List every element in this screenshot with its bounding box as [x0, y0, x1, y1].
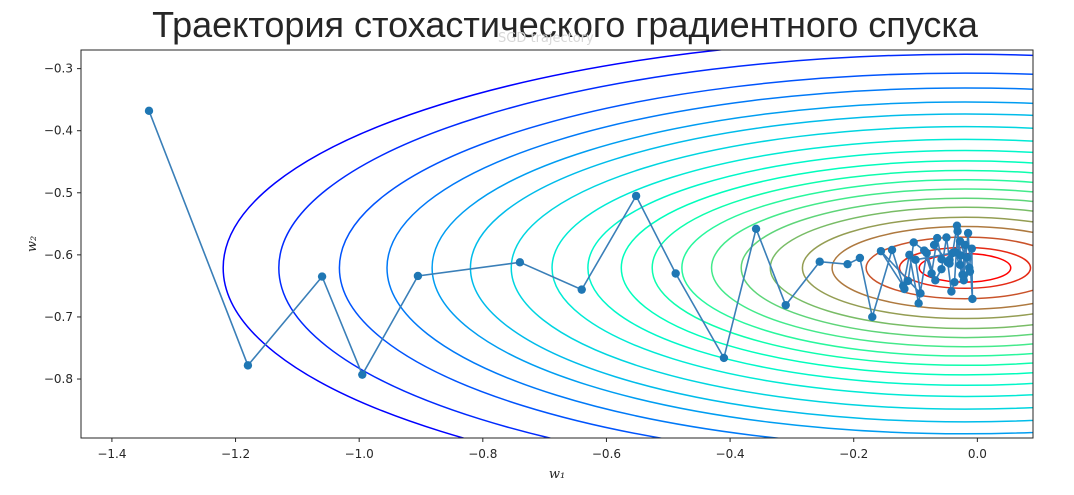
trajectory-point [929, 240, 939, 250]
plot-frame [80, 49, 1034, 439]
y-tick-label: −0.3 [44, 62, 73, 76]
trajectory-point [905, 250, 914, 260]
x-tick-label: −1.0 [345, 447, 374, 461]
x-tick-label: −1.4 [97, 447, 126, 461]
trajectory-point [965, 267, 975, 276]
trajectory-point [911, 255, 920, 265]
trajectory-point [945, 259, 954, 268]
trajectory-point [358, 370, 367, 379]
contour-line [710, 188, 1033, 348]
y-tick-label: −0.8 [44, 372, 73, 386]
trajectory-point [955, 237, 965, 246]
trajectory-point [671, 269, 680, 278]
slide-title: Траектория стохастического градиентного … [152, 4, 978, 45]
contour-line [769, 206, 1033, 330]
x-tick-label: −0.8 [468, 447, 497, 461]
trajectory-point [898, 281, 908, 291]
trajectory-point [951, 248, 960, 257]
trajectory-point [927, 269, 936, 278]
loss-contours [222, 50, 1033, 438]
contour-line [740, 197, 1033, 339]
contour-line [831, 225, 1033, 311]
trajectory-point [887, 245, 897, 255]
x-tick-label: −1.2 [221, 447, 250, 461]
trajectory-point [909, 238, 918, 247]
trajectory-point [577, 285, 586, 294]
contour-line [278, 53, 1033, 438]
trajectory-point [631, 191, 641, 201]
sgd-trajectory [144, 106, 977, 379]
contour-line [431, 101, 1033, 435]
trajectory-point [955, 260, 965, 269]
trajectory-point [843, 259, 852, 269]
x-tick-label: −0.2 [839, 447, 868, 461]
y-tick-label: −0.7 [44, 310, 73, 324]
trajectory-point [876, 246, 886, 256]
contour-line [651, 169, 1033, 367]
trajectory-point [968, 294, 977, 304]
trajectory-point [781, 300, 790, 310]
trajectory-point [914, 299, 923, 308]
trajectory-point [937, 255, 946, 264]
x-axis-label: w₁ [549, 467, 565, 482]
trajectory-point [751, 224, 761, 233]
trajectory-point [942, 233, 951, 242]
trajectory-point [962, 253, 972, 262]
trajectory-point [947, 287, 956, 296]
trajectory-point [413, 271, 423, 281]
contour-line [222, 50, 727, 438]
trajectory-point [317, 272, 327, 281]
x-tick-label: −0.4 [716, 447, 745, 461]
trajectory-point [932, 233, 942, 243]
trajectory-point [243, 361, 253, 370]
y-tick-label: −0.4 [44, 124, 73, 138]
chart-title: SGD trajectory [498, 31, 594, 46]
trajectory-point [815, 257, 824, 266]
trajectory-point [967, 244, 976, 253]
trajectory-point [963, 228, 973, 238]
y-axis-label: w₂ [25, 236, 40, 252]
contour-line [681, 179, 1033, 357]
trajectory-point [959, 276, 968, 285]
trajectory-point [144, 106, 154, 116]
trajectory-point [719, 353, 729, 363]
trajectory-point [952, 221, 962, 230]
contour-line [801, 216, 1033, 320]
trajectory-point [515, 258, 525, 267]
y-axis-ticks: −0.3 −0.4 −0.5 −0.6 −0.7 −0.8 [44, 62, 81, 386]
contour-line [469, 113, 1033, 423]
trajectory-point [931, 276, 940, 285]
contour-line [865, 236, 1033, 300]
y-tick-label: −0.5 [44, 186, 73, 200]
trajectory-point [950, 277, 959, 287]
contour-line [510, 125, 1033, 410]
x-axis-ticks: −1.4 −1.2 −1.0 −0.8 −0.6 −0.4 −0.2 0.0 [97, 438, 987, 461]
contour-line [386, 87, 1033, 438]
x-tick-label: −0.6 [592, 447, 621, 461]
trajectory-point [937, 264, 946, 274]
y-tick-label: −0.6 [44, 248, 73, 262]
contour-line [587, 149, 1033, 387]
contour-line [551, 138, 1033, 398]
contour-line [620, 160, 1033, 376]
trajectory-point [868, 312, 877, 322]
x-tick-label: 0.0 [968, 447, 987, 461]
trajectory-point [922, 248, 931, 258]
contour-line [338, 72, 1033, 438]
trajectory-point [855, 253, 865, 263]
trajectory-point [916, 289, 925, 298]
